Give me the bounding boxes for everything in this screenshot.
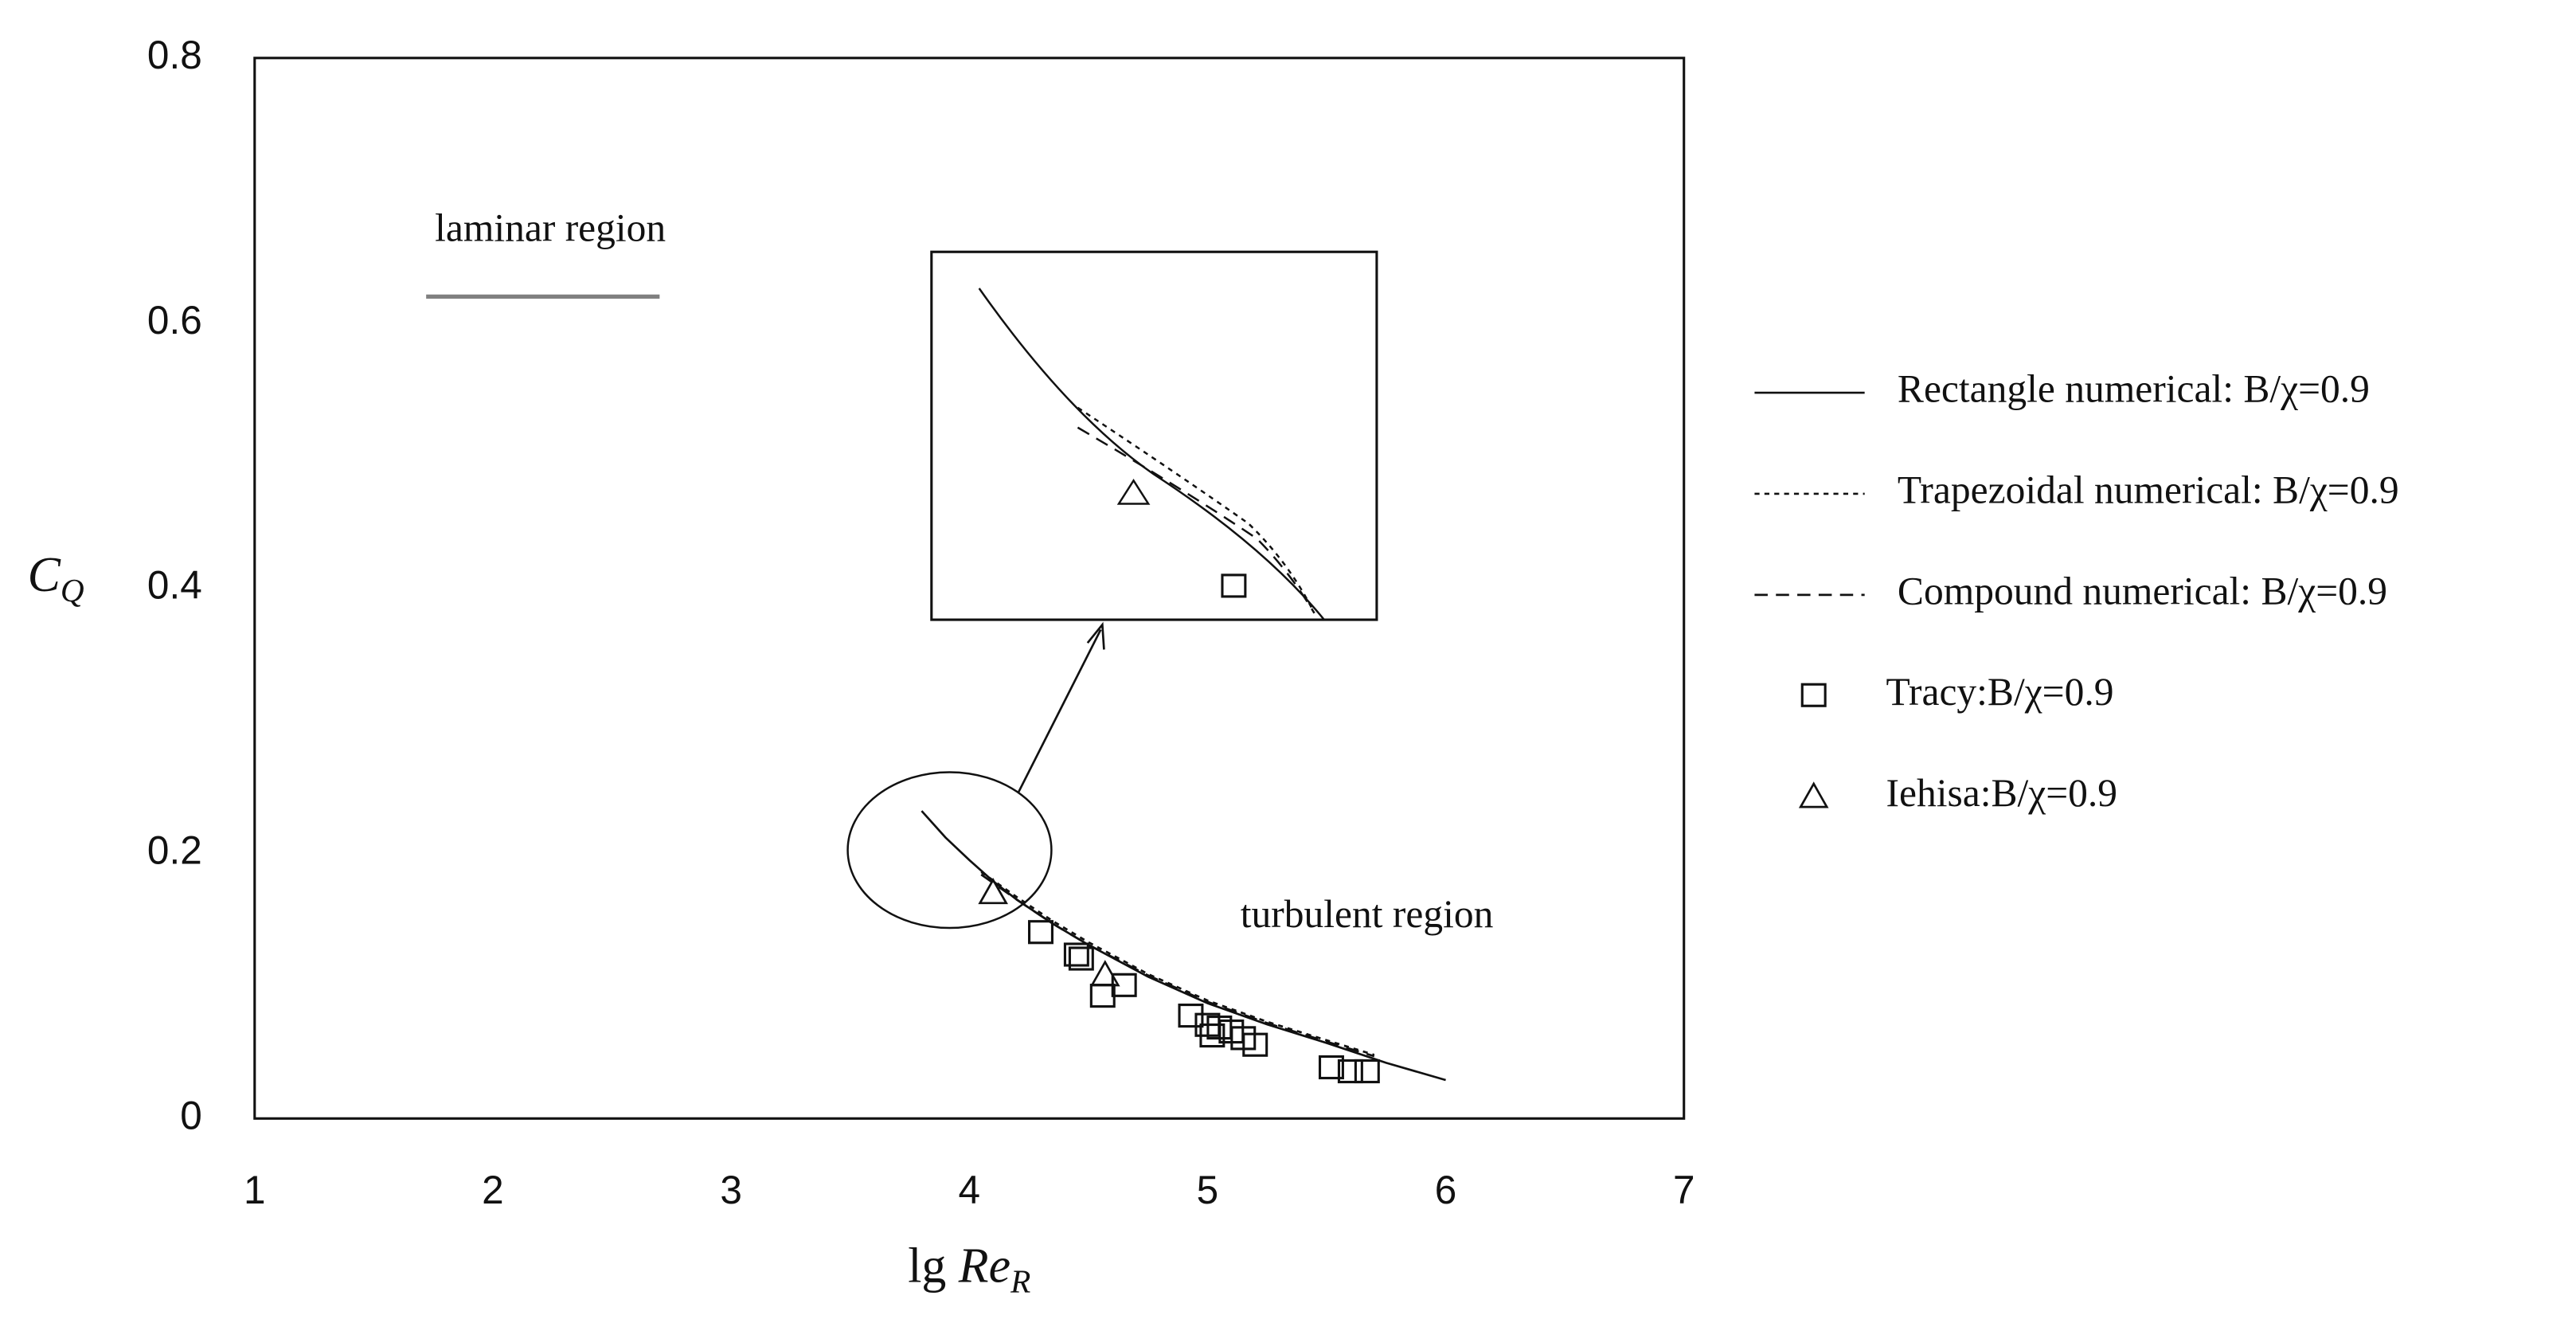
inset-curve xyxy=(1077,406,1315,614)
square-marker xyxy=(1199,1023,1225,1048)
inset-curve xyxy=(1077,426,1315,614)
legend-label: Iehisa:B/χ=0.9 xyxy=(1886,771,2117,815)
legend-label: Compound numerical: B/χ=0.9 xyxy=(1898,569,2387,613)
zoom-arrow xyxy=(1017,628,1102,793)
x-label-sub: R xyxy=(1010,1262,1030,1299)
square-marker xyxy=(1337,1059,1363,1084)
square-marker xyxy=(1178,1003,1204,1028)
x-label-prefix: lg xyxy=(908,1239,959,1294)
plot-frame xyxy=(253,57,1686,1120)
square-marker xyxy=(1063,942,1089,967)
inset xyxy=(930,250,1378,621)
series-line xyxy=(980,873,1375,1058)
zoom-arrowhead xyxy=(1086,621,1105,650)
triangle-marker xyxy=(978,877,1008,905)
x-tick-label: 5 xyxy=(1197,1168,1219,1212)
triangle-marker xyxy=(1798,781,1829,808)
square-marker xyxy=(1318,1055,1344,1080)
y-label-sub: Q xyxy=(61,571,84,608)
x-tick-label: 3 xyxy=(720,1168,742,1212)
annotation: turbulent region xyxy=(1241,892,1494,936)
y-label-symbol: C xyxy=(28,548,62,602)
triangle-marker xyxy=(1089,960,1120,987)
y-tick-label: 0.8 xyxy=(147,33,202,77)
x-tick-label: 1 xyxy=(244,1168,266,1212)
x-tick-label: 7 xyxy=(1673,1168,1695,1212)
inset-curve xyxy=(978,288,1325,620)
series-line xyxy=(921,810,1446,1082)
x-axis-label: lg ReR xyxy=(908,1239,1030,1299)
x-label-symbol: Re xyxy=(958,1239,1010,1294)
x-tick-label: 4 xyxy=(958,1168,980,1212)
square-marker xyxy=(1242,1032,1268,1057)
square-marker xyxy=(1068,946,1094,971)
inset-frame xyxy=(930,250,1378,621)
y-tick-label: 0.6 xyxy=(147,298,202,342)
square-marker xyxy=(1089,984,1116,1008)
x-tick-label: 2 xyxy=(482,1168,504,1212)
square-marker xyxy=(1028,920,1053,945)
square-marker xyxy=(1800,683,1827,707)
y-tick-label: 0.4 xyxy=(147,563,202,608)
y-tick-label: 0.2 xyxy=(147,828,202,872)
zoom-ellipse xyxy=(846,771,1053,930)
y-axis-label: CQ xyxy=(28,548,84,608)
inset-marker xyxy=(1116,479,1151,505)
legend-label: Trapezoidal numerical: B/χ=0.9 xyxy=(1898,468,2399,511)
x-tick-label: 6 xyxy=(1435,1168,1457,1212)
series-line xyxy=(980,871,1375,1056)
square-marker xyxy=(1354,1059,1380,1084)
legend-label: Tracy:B/χ=0.9 xyxy=(1886,670,2113,714)
y-tick-label: 0 xyxy=(180,1093,202,1137)
annotation: laminar region xyxy=(435,206,666,250)
legend-label: Rectangle numerical: B/χ=0.9 xyxy=(1898,366,2370,410)
inset-marker xyxy=(1221,573,1247,598)
